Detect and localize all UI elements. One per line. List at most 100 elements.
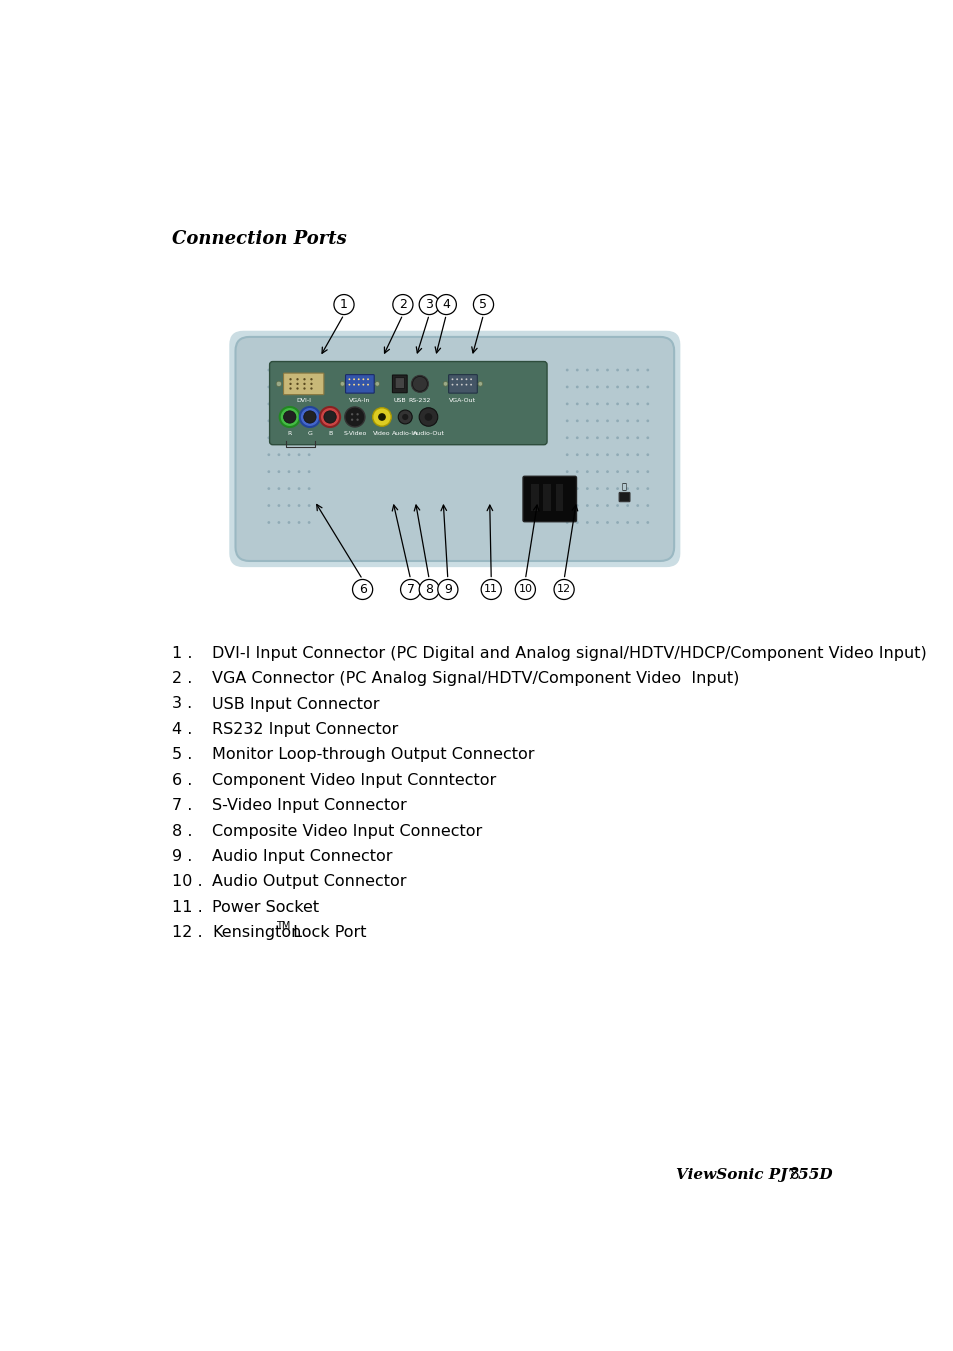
Circle shape (596, 504, 598, 507)
Text: RS-232: RS-232 (408, 397, 431, 403)
Circle shape (576, 488, 578, 490)
Text: Connection Ports: Connection Ports (172, 230, 346, 247)
Circle shape (605, 521, 608, 524)
Circle shape (565, 504, 568, 507)
Circle shape (636, 470, 639, 473)
Circle shape (636, 454, 639, 457)
Circle shape (287, 419, 290, 423)
Text: VGA Connector (PC Analog Signal/HDTV/Component Video  Input): VGA Connector (PC Analog Signal/HDTV/Com… (212, 671, 739, 686)
Circle shape (340, 381, 344, 386)
Circle shape (596, 488, 598, 490)
Circle shape (515, 580, 535, 600)
Circle shape (297, 521, 300, 524)
Circle shape (605, 470, 608, 473)
Circle shape (616, 504, 618, 507)
Circle shape (297, 385, 300, 388)
Circle shape (277, 504, 280, 507)
Circle shape (565, 403, 568, 405)
Bar (542, 484, 550, 511)
Text: Monitor Loop-through Output Connector: Monitor Loop-through Output Connector (212, 747, 535, 762)
Circle shape (287, 385, 290, 388)
Circle shape (267, 521, 270, 524)
Circle shape (616, 436, 618, 439)
Circle shape (402, 413, 408, 420)
Circle shape (351, 419, 353, 422)
Circle shape (308, 504, 310, 507)
Circle shape (277, 436, 280, 439)
Text: 2 .: 2 . (172, 671, 193, 686)
Circle shape (585, 470, 588, 473)
Circle shape (287, 521, 290, 524)
Circle shape (605, 403, 608, 405)
Circle shape (616, 403, 618, 405)
Circle shape (297, 488, 300, 490)
Text: DVI-I: DVI-I (295, 397, 311, 403)
FancyBboxPatch shape (229, 331, 679, 567)
Text: RS232 Input Connector: RS232 Input Connector (212, 721, 398, 736)
Text: S-Video Input Connector: S-Video Input Connector (212, 798, 407, 813)
Text: 11: 11 (484, 585, 497, 594)
Text: Lock Port: Lock Port (288, 925, 366, 940)
Circle shape (303, 388, 305, 389)
Text: TM: TM (275, 921, 290, 931)
Text: 8 .: 8 . (172, 824, 193, 839)
Circle shape (418, 295, 439, 315)
Circle shape (625, 369, 628, 372)
Circle shape (477, 381, 482, 386)
Circle shape (303, 382, 305, 385)
Circle shape (616, 454, 618, 457)
Circle shape (267, 504, 270, 507)
Circle shape (297, 436, 300, 439)
FancyBboxPatch shape (522, 477, 576, 521)
Circle shape (267, 385, 270, 388)
Circle shape (646, 369, 648, 372)
Circle shape (616, 369, 618, 372)
Circle shape (585, 504, 588, 507)
Circle shape (287, 436, 290, 439)
Circle shape (356, 413, 358, 415)
Circle shape (565, 385, 568, 388)
Circle shape (565, 521, 568, 524)
Text: 5 .: 5 . (172, 747, 193, 762)
Circle shape (460, 384, 462, 385)
Circle shape (356, 419, 358, 422)
Circle shape (636, 504, 639, 507)
Circle shape (576, 385, 578, 388)
Circle shape (436, 295, 456, 315)
Circle shape (277, 385, 280, 388)
Circle shape (576, 504, 578, 507)
Circle shape (437, 580, 457, 600)
Circle shape (636, 403, 639, 405)
Circle shape (287, 369, 290, 372)
Circle shape (636, 521, 639, 524)
Circle shape (473, 295, 493, 315)
Circle shape (267, 419, 270, 423)
Circle shape (596, 521, 598, 524)
Circle shape (287, 403, 290, 405)
Circle shape (596, 436, 598, 439)
Circle shape (646, 403, 648, 405)
Text: B: B (328, 431, 332, 436)
Circle shape (605, 488, 608, 490)
Text: VGA-Out: VGA-Out (449, 397, 476, 403)
FancyBboxPatch shape (270, 362, 546, 444)
Circle shape (351, 413, 353, 415)
Circle shape (465, 378, 467, 380)
Circle shape (636, 436, 639, 439)
Circle shape (289, 388, 292, 389)
Circle shape (605, 369, 608, 372)
Circle shape (625, 488, 628, 490)
Circle shape (308, 403, 310, 405)
Circle shape (377, 413, 385, 422)
Text: 10: 10 (517, 585, 532, 594)
FancyBboxPatch shape (345, 374, 374, 393)
Circle shape (323, 411, 335, 423)
Circle shape (303, 411, 315, 423)
Circle shape (576, 403, 578, 405)
Circle shape (308, 369, 310, 372)
FancyBboxPatch shape (395, 378, 404, 389)
Circle shape (308, 521, 310, 524)
Circle shape (646, 488, 648, 490)
Circle shape (277, 403, 280, 405)
Circle shape (565, 419, 568, 423)
